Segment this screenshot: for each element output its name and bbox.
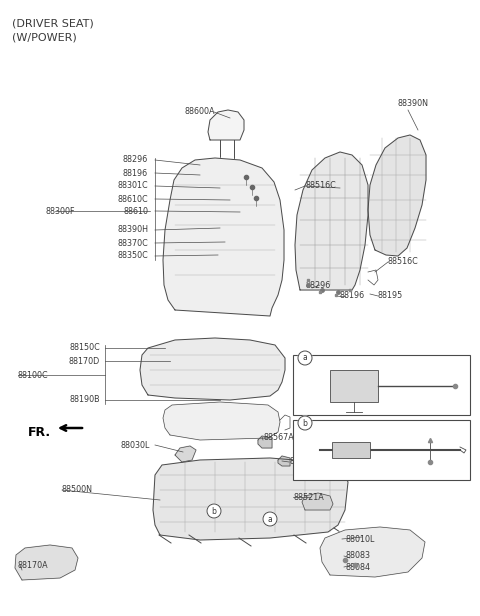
- Text: 88390H: 88390H: [117, 225, 148, 235]
- Polygon shape: [163, 158, 284, 316]
- Text: 88170D: 88170D: [69, 357, 100, 365]
- Bar: [332, 442, 370, 458]
- Text: 88150C: 88150C: [69, 344, 100, 352]
- Text: (W/POWER): (W/POWER): [12, 32, 77, 42]
- Text: 88600A: 88600A: [184, 108, 215, 116]
- Text: 88301C: 88301C: [118, 182, 148, 190]
- Text: 88100C: 88100C: [18, 370, 48, 379]
- Text: 88196: 88196: [123, 169, 148, 177]
- Text: 88516C: 88516C: [305, 182, 336, 190]
- Polygon shape: [302, 493, 333, 510]
- Text: 88567A: 88567A: [290, 458, 321, 466]
- Text: a: a: [302, 354, 307, 362]
- Text: 88567A: 88567A: [263, 432, 294, 442]
- Polygon shape: [15, 545, 78, 580]
- Circle shape: [298, 416, 312, 430]
- Bar: [293, 355, 470, 415]
- Text: 88084: 88084: [345, 562, 370, 572]
- Text: 88350C: 88350C: [117, 251, 148, 261]
- Bar: [330, 370, 378, 402]
- Text: b: b: [302, 418, 307, 428]
- Polygon shape: [175, 446, 196, 462]
- Text: 88448A: 88448A: [305, 383, 336, 392]
- Text: FR.: FR.: [28, 426, 51, 439]
- Text: 88030L: 88030L: [120, 440, 150, 450]
- Text: (DRIVER SEAT): (DRIVER SEAT): [12, 18, 94, 28]
- Text: 88610: 88610: [123, 206, 148, 216]
- Text: 88296: 88296: [305, 280, 330, 290]
- Text: 1129EH: 1129EH: [380, 363, 411, 373]
- Circle shape: [263, 512, 277, 526]
- Text: 88083: 88083: [345, 551, 370, 561]
- Polygon shape: [278, 456, 290, 466]
- Text: 88813A: 88813A: [399, 447, 430, 456]
- Polygon shape: [295, 152, 368, 290]
- Text: a: a: [268, 514, 272, 524]
- Bar: [293, 420, 470, 480]
- Polygon shape: [320, 527, 425, 577]
- Circle shape: [298, 351, 312, 365]
- Text: 88196: 88196: [340, 291, 365, 301]
- Text: 88521A: 88521A: [293, 493, 324, 501]
- Text: 88509A: 88509A: [305, 458, 336, 466]
- Polygon shape: [153, 458, 348, 540]
- Text: 88500N: 88500N: [62, 485, 93, 495]
- Text: 88010L: 88010L: [345, 535, 374, 543]
- Text: 88610C: 88610C: [118, 195, 148, 203]
- Circle shape: [207, 504, 221, 518]
- Text: 88516C: 88516C: [388, 257, 419, 267]
- Polygon shape: [258, 436, 272, 448]
- Text: b: b: [212, 506, 216, 516]
- Polygon shape: [163, 402, 280, 440]
- Text: 88300F: 88300F: [45, 206, 74, 216]
- Polygon shape: [208, 110, 244, 140]
- Text: 88170A: 88170A: [18, 561, 48, 570]
- Text: 88195: 88195: [377, 291, 402, 301]
- Polygon shape: [368, 135, 426, 256]
- Text: 88190B: 88190B: [70, 395, 100, 405]
- Text: 88296: 88296: [123, 155, 148, 164]
- Polygon shape: [140, 338, 285, 400]
- Text: 88370C: 88370C: [117, 238, 148, 248]
- Text: 88390N: 88390N: [397, 99, 428, 108]
